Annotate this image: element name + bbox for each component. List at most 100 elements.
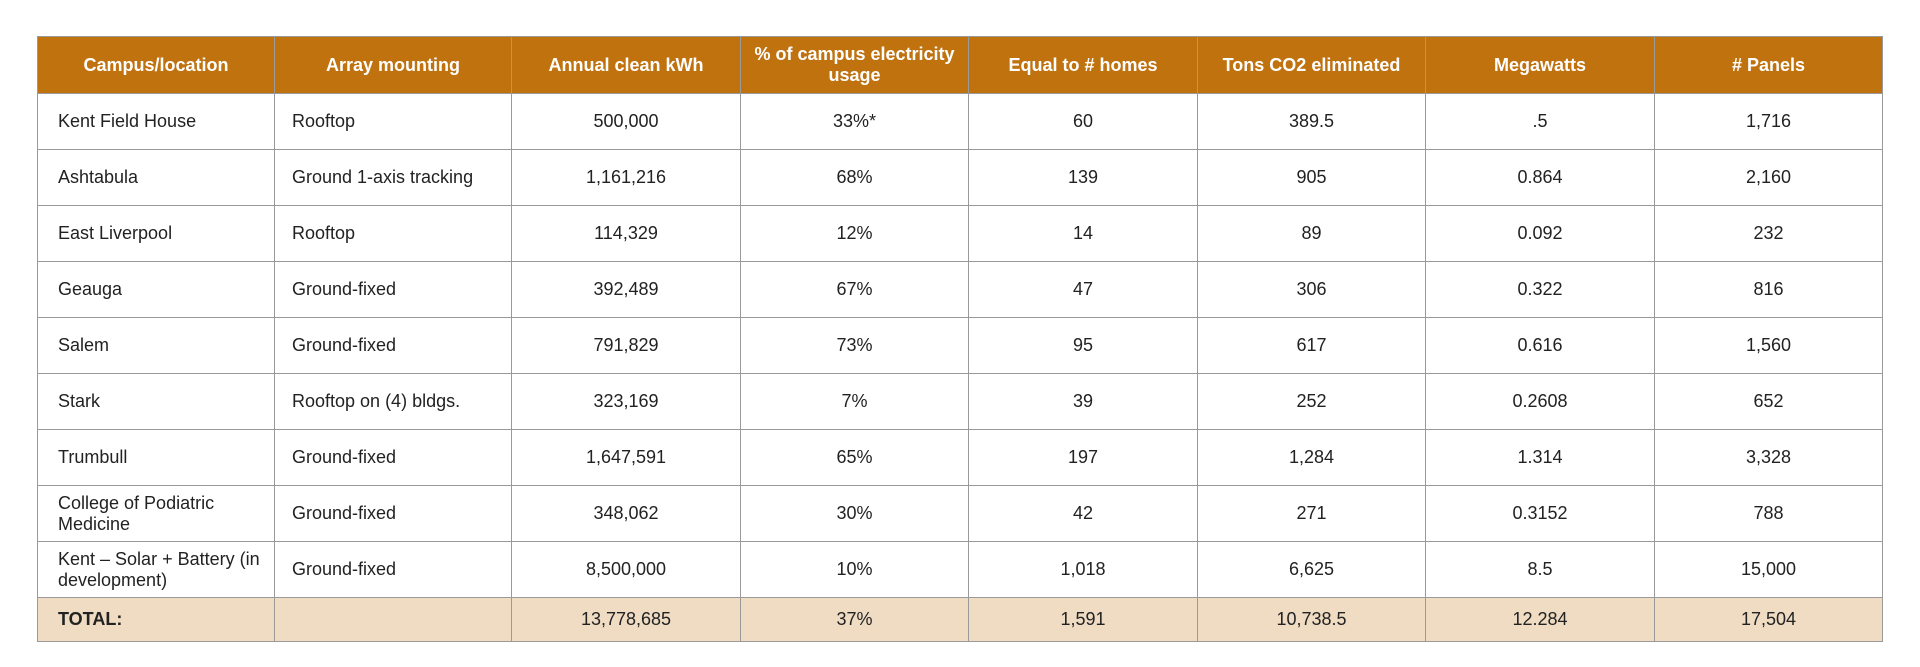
- total-row: TOTAL: 13,778,685 37% 1,591 10,738.5 12.…: [37, 597, 1883, 642]
- cell-co2: 1,284: [1197, 429, 1426, 486]
- total-co2: 10,738.5: [1197, 597, 1426, 642]
- header-equal-homes: Equal to # homes: [968, 36, 1198, 94]
- cell-percent: 33%*: [740, 93, 969, 150]
- cell-kwh: 791,829: [511, 317, 741, 374]
- cell-co2: 389.5: [1197, 93, 1426, 150]
- cell-kwh: 1,647,591: [511, 429, 741, 486]
- cell-homes: 14: [968, 205, 1198, 262]
- cell-megawatts: 1.314: [1425, 429, 1655, 486]
- cell-megawatts: 0.322: [1425, 261, 1655, 318]
- cell-percent: 67%: [740, 261, 969, 318]
- table-row: Kent Field House Rooftop 500,000 33%* 60…: [37, 93, 1883, 150]
- total-panels: 17,504: [1654, 597, 1883, 642]
- cell-mounting: Ground 1-axis tracking: [274, 149, 512, 206]
- total-percent: 37%: [740, 597, 969, 642]
- cell-panels: 788: [1654, 485, 1883, 542]
- cell-panels: 1,716: [1654, 93, 1883, 150]
- cell-co2: 271: [1197, 485, 1426, 542]
- cell-mounting: Ground-fixed: [274, 261, 512, 318]
- total-kwh: 13,778,685: [511, 597, 741, 642]
- cell-campus: Geauga: [37, 261, 275, 318]
- cell-kwh: 8,500,000: [511, 541, 741, 598]
- table-row: East Liverpool Rooftop 114,329 12% 14 89…: [37, 205, 1883, 262]
- cell-co2: 905: [1197, 149, 1426, 206]
- cell-homes: 95: [968, 317, 1198, 374]
- cell-panels: 652: [1654, 373, 1883, 430]
- cell-homes: 47: [968, 261, 1198, 318]
- cell-percent: 68%: [740, 149, 969, 206]
- cell-megawatts: .5: [1425, 93, 1655, 150]
- cell-megawatts: 0.616: [1425, 317, 1655, 374]
- header-percent-campus-usage: % of campus electricity usage: [740, 36, 969, 94]
- table-row: Geauga Ground-fixed 392,489 67% 47 306 0…: [37, 261, 1883, 318]
- cell-percent: 65%: [740, 429, 969, 486]
- cell-panels: 1,560: [1654, 317, 1883, 374]
- table-row: College of Podiatric Medicine Ground-fix…: [37, 485, 1883, 542]
- cell-campus: Ashtabula: [37, 149, 275, 206]
- cell-co2: 617: [1197, 317, 1426, 374]
- cell-panels: 3,328: [1654, 429, 1883, 486]
- cell-mounting: Ground-fixed: [274, 317, 512, 374]
- cell-campus: College of Podiatric Medicine: [37, 485, 275, 542]
- total-label: TOTAL:: [37, 597, 275, 642]
- cell-homes: 42: [968, 485, 1198, 542]
- total-mounting: [274, 597, 512, 642]
- cell-co2: 252: [1197, 373, 1426, 430]
- cell-homes: 197: [968, 429, 1198, 486]
- cell-mounting: Ground-fixed: [274, 485, 512, 542]
- cell-mounting: Ground-fixed: [274, 541, 512, 598]
- header-campus-location: Campus/location: [37, 36, 275, 94]
- header-array-mounting: Array mounting: [274, 36, 512, 94]
- cell-co2: 6,625: [1197, 541, 1426, 598]
- cell-homes: 139: [968, 149, 1198, 206]
- cell-percent: 73%: [740, 317, 969, 374]
- cell-percent: 7%: [740, 373, 969, 430]
- cell-mounting: Rooftop: [274, 93, 512, 150]
- cell-megawatts: 0.3152: [1425, 485, 1655, 542]
- cell-co2: 89: [1197, 205, 1426, 262]
- cell-co2: 306: [1197, 261, 1426, 318]
- cell-percent: 12%: [740, 205, 969, 262]
- cell-campus: Kent Field House: [37, 93, 275, 150]
- header-tons-co2: Tons CO2 eliminated: [1197, 36, 1426, 94]
- cell-homes: 39: [968, 373, 1198, 430]
- cell-mounting: Rooftop on (4) bldgs.: [274, 373, 512, 430]
- cell-kwh: 323,169: [511, 373, 741, 430]
- cell-kwh: 1,161,216: [511, 149, 741, 206]
- cell-campus: Trumbull: [37, 429, 275, 486]
- cell-kwh: 114,329: [511, 205, 741, 262]
- cell-panels: 232: [1654, 205, 1883, 262]
- cell-panels: 816: [1654, 261, 1883, 318]
- cell-megawatts: 0.864: [1425, 149, 1655, 206]
- total-homes: 1,591: [968, 597, 1198, 642]
- cell-kwh: 500,000: [511, 93, 741, 150]
- header-panels: # Panels: [1654, 36, 1883, 94]
- cell-kwh: 348,062: [511, 485, 741, 542]
- cell-campus: Kent – Solar + Battery (in development): [37, 541, 275, 598]
- cell-campus: Stark: [37, 373, 275, 430]
- cell-kwh: 392,489: [511, 261, 741, 318]
- cell-megawatts: 0.2608: [1425, 373, 1655, 430]
- table-row: Salem Ground-fixed 791,829 73% 95 617 0.…: [37, 317, 1883, 374]
- cell-campus: Salem: [37, 317, 275, 374]
- cell-megawatts: 8.5: [1425, 541, 1655, 598]
- cell-panels: 15,000: [1654, 541, 1883, 598]
- table-row: Trumbull Ground-fixed 1,647,591 65% 197 …: [37, 429, 1883, 486]
- cell-panels: 2,160: [1654, 149, 1883, 206]
- cell-percent: 30%: [740, 485, 969, 542]
- table-row: Ashtabula Ground 1-axis tracking 1,161,2…: [37, 149, 1883, 206]
- table-row: Kent – Solar + Battery (in development) …: [37, 541, 1883, 598]
- header-row: Campus/location Array mounting Annual cl…: [37, 36, 1883, 94]
- cell-homes: 1,018: [968, 541, 1198, 598]
- total-megawatts: 12.284: [1425, 597, 1655, 642]
- solar-installations-table: Campus/location Array mounting Annual cl…: [37, 36, 1883, 642]
- cell-percent: 10%: [740, 541, 969, 598]
- cell-mounting: Rooftop: [274, 205, 512, 262]
- cell-homes: 60: [968, 93, 1198, 150]
- header-megawatts: Megawatts: [1425, 36, 1655, 94]
- table-row: Stark Rooftop on (4) bldgs. 323,169 7% 3…: [37, 373, 1883, 430]
- cell-campus: East Liverpool: [37, 205, 275, 262]
- cell-mounting: Ground-fixed: [274, 429, 512, 486]
- header-annual-clean-kwh: Annual clean kWh: [511, 36, 741, 94]
- cell-megawatts: 0.092: [1425, 205, 1655, 262]
